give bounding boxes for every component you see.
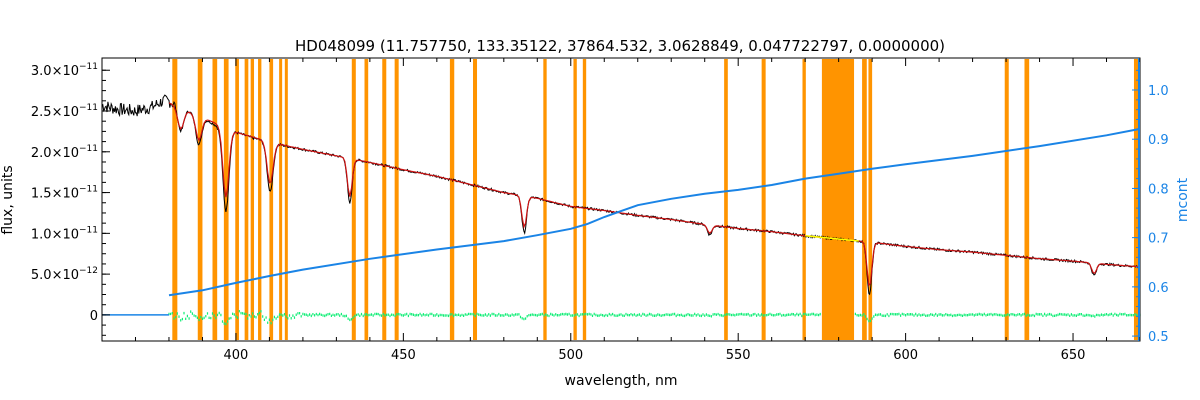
masked-region (172, 59, 178, 340)
masked-region (582, 59, 587, 340)
masked-region (351, 59, 356, 340)
x-axis: 400 450 500 550 600 650 (134, 58, 1141, 363)
y2-tick-label: 0.7 (1148, 232, 1169, 247)
masked-region (543, 59, 547, 340)
y-tick-label: 2.5×10−11 (31, 103, 98, 120)
masked-region (382, 59, 387, 340)
masked-region (802, 59, 806, 340)
masked-region (279, 59, 283, 340)
highlight-segment (805, 235, 859, 242)
masked-region (212, 59, 218, 340)
x-tick-label: 500 (558, 348, 583, 363)
masked-region (284, 59, 288, 340)
plot-frame (101, 57, 1141, 342)
masked-region (1133, 59, 1139, 340)
y-tick-label: 0 (90, 309, 98, 324)
masked-region (868, 59, 873, 340)
residual-line (168, 310, 1141, 326)
x-tick-label: 400 (224, 348, 249, 363)
x-tick-label: 600 (893, 348, 918, 363)
series-group (101, 94, 1141, 326)
y-tick-label: 1.5×10−11 (31, 185, 98, 202)
masked-region (258, 59, 262, 340)
masked-region (223, 59, 229, 340)
masked-region (1024, 59, 1030, 340)
x-tick-label: 550 (726, 348, 751, 363)
y-axis-label: flux, units (0, 165, 16, 234)
y2-axis: 0.5 0.6 0.7 0.8 0.9 1.0 (1132, 69, 1169, 345)
continuum-line (168, 127, 1141, 297)
model-flux-line (168, 102, 1141, 287)
x-tick-label: 450 (391, 348, 416, 363)
y-axis: 0 5.0×10−12 1.0×10−11 1.5×10−11 2.0×10−11 2.5… (31, 62, 110, 336)
y2-tick-label: 0.8 (1148, 182, 1169, 197)
y2-tick-label: 1.0 (1148, 84, 1169, 99)
y-tick-label: 5.0×10−12 (31, 266, 98, 283)
x-axis-label: wavelength, nm (565, 373, 678, 389)
masked-region (573, 59, 577, 340)
masked-region (269, 59, 274, 340)
masked-region (862, 59, 867, 340)
right-axis-frame (1138, 58, 1140, 341)
observed-flux-line (101, 94, 1140, 296)
y-tick-label: 1.0×10−11 (31, 225, 98, 242)
y2-axis-label: mcont (1175, 177, 1191, 222)
y2-tick-label: 0.5 (1148, 330, 1169, 345)
y-tick-label: 2.0×10−11 (31, 144, 98, 161)
masked-region (473, 59, 478, 340)
x-tick-label: 650 (1061, 348, 1086, 363)
masked-region (724, 59, 728, 340)
masked-regions (172, 59, 1139, 340)
y2-tick-label: 0.9 (1148, 133, 1169, 148)
masked-region (1004, 59, 1009, 340)
masked-region (244, 59, 249, 340)
masked-region (821, 59, 855, 340)
masked-region (394, 59, 399, 340)
chart-title: HD048099 (11.757750, 133.35122, 37864.53… (295, 37, 945, 55)
y-tick-label: 3.0×10−11 (31, 62, 98, 79)
masked-region (250, 59, 255, 340)
masked-region (761, 59, 766, 340)
masked-region (197, 59, 203, 340)
masked-region (235, 59, 239, 340)
masked-region (449, 59, 455, 340)
masked-region (364, 59, 369, 340)
y2-tick-label: 0.6 (1148, 281, 1169, 296)
